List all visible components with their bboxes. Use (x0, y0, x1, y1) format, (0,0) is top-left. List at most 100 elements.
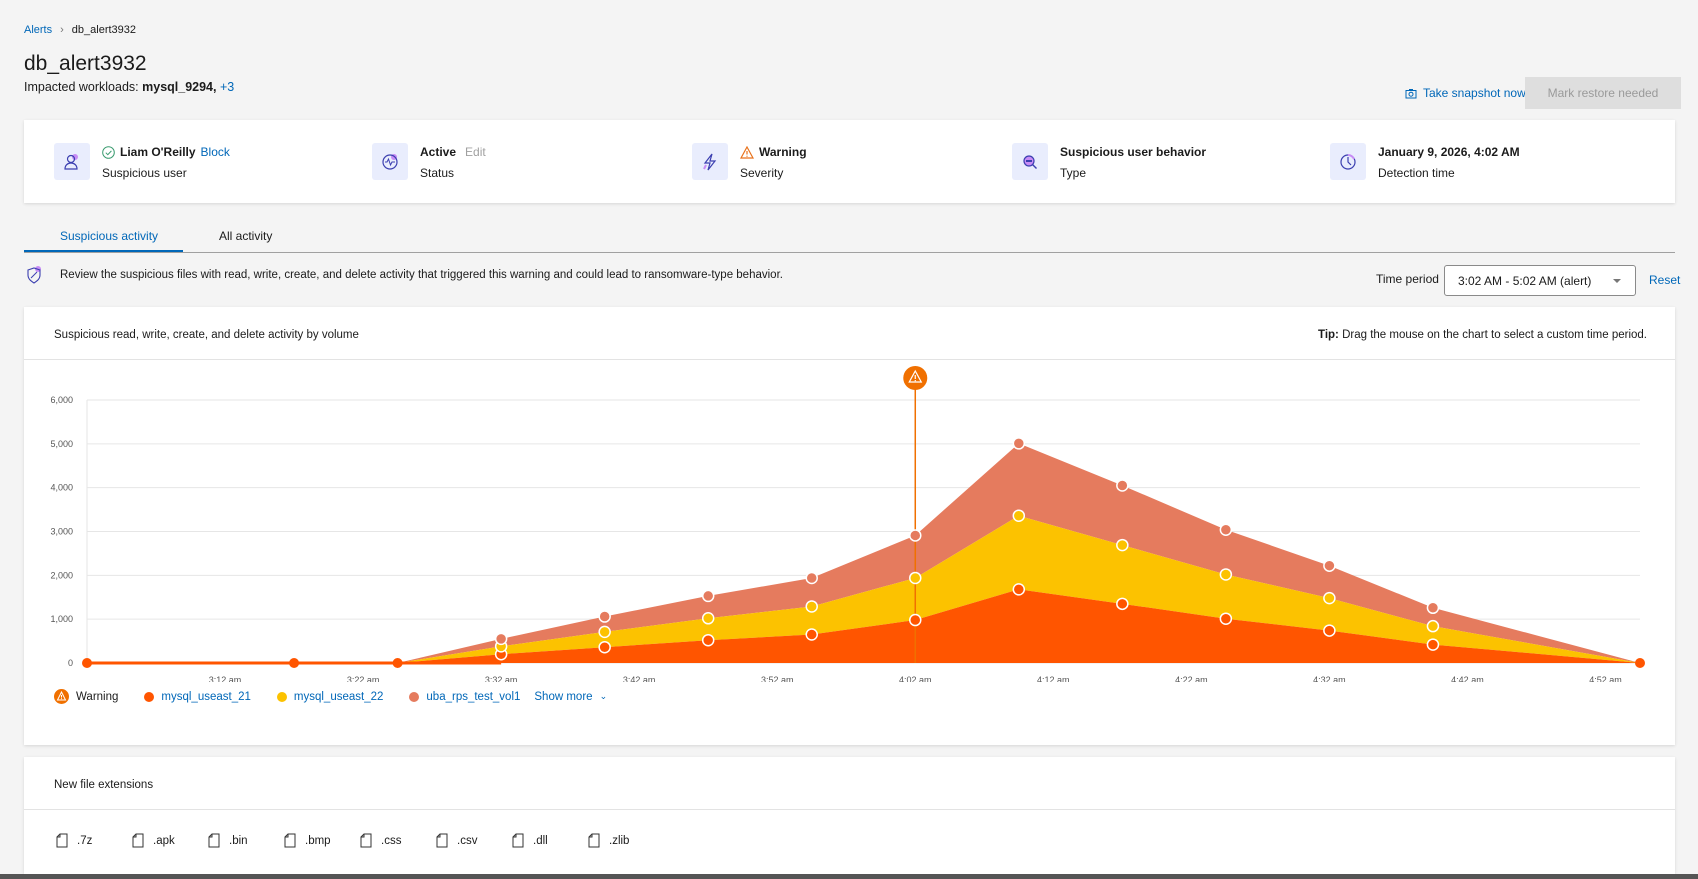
data-point (392, 658, 403, 668)
data-point (1219, 612, 1233, 625)
active-tab-indicator (24, 250, 183, 252)
user-icon (54, 143, 90, 180)
time-period-label: Time period (1376, 272, 1439, 286)
data-point (805, 571, 818, 585)
legend-label: mysql_useast_21 (161, 690, 251, 703)
x-tick-label: 3:12 am (209, 675, 242, 682)
data-point (1116, 479, 1129, 492)
data-point (1219, 568, 1233, 581)
extension-label: .bin (229, 834, 248, 847)
impacted-value: mysql_9294, (142, 80, 217, 94)
data-point (598, 625, 611, 639)
tab-suspicious-activity[interactable]: Suspicious activity (60, 229, 159, 243)
status-value: Active (420, 145, 457, 159)
file-extension-item: .7z (56, 833, 132, 848)
impacted-more-link[interactable]: +3 (219, 80, 235, 94)
activity-area-chart[interactable]: 0 1,000 2,000 3,000 4,000 5,000 6,000 3:12 am 3:… (24, 307, 1675, 682)
time-period-value: 3:02 AM - 5:02 AM (alert) (1458, 274, 1592, 288)
impacted-label: Impacted workloads: (24, 80, 139, 94)
legend-label: uba_rps_test_vol1 (426, 690, 521, 703)
legend-dot (409, 691, 420, 702)
data-point (598, 640, 611, 654)
show-more-button[interactable]: Show more ⌄ (534, 691, 607, 703)
y-tick-label: 1,000 (50, 614, 73, 624)
x-tick-label: 4:52 am (1589, 675, 1622, 682)
camera-icon (1405, 88, 1417, 98)
x-tick-label: 4:32 am (1313, 675, 1346, 682)
summary-label: Severity (740, 166, 784, 180)
file-icon (132, 833, 144, 848)
data-point (1426, 601, 1440, 615)
activity-icon (372, 143, 408, 180)
summary-label: Status (420, 166, 455, 180)
area-mysql_useast_22 (87, 515, 1640, 663)
take-snapshot-button[interactable]: Take snapshot now (1405, 86, 1526, 100)
tab-all-activity[interactable]: All activity (219, 229, 273, 243)
y-tick-label: 6,000 (50, 395, 73, 405)
mark-restore-needed-button[interactable]: Mark restore needed (1525, 77, 1681, 109)
tip-text: Drag the mouse on the chart to select a … (1338, 329, 1647, 341)
summary-severity: Warning Severity (692, 143, 807, 180)
chart-tip: Tip: Drag the mouse on the chart to sele… (1318, 329, 1647, 341)
clock-icon (1330, 143, 1366, 180)
extension-label: .7z (77, 834, 93, 847)
chart-title: Suspicious read, write, create, and dele… (54, 329, 359, 341)
data-point (1116, 597, 1129, 611)
check-circle-icon (102, 145, 115, 159)
x-tick-label: 3:22 am (347, 675, 380, 682)
area-mysql_useast_21 (87, 589, 1640, 663)
show-more-label: Show more (534, 690, 593, 703)
legend-series-3[interactable]: uba_rps_test_vol1 (409, 691, 520, 703)
data-point (701, 612, 715, 625)
x-tick-label: 4:22 am (1175, 675, 1208, 682)
file-extension-item: .zlib (588, 833, 664, 848)
edit-status-link[interactable]: Edit (465, 145, 486, 159)
type-value: Suspicious user behavior (1060, 145, 1207, 159)
legend-label: mysql_useast_22 (293, 690, 384, 703)
summary-user: Liam O'Reilly Block Suspicious user (54, 143, 230, 180)
search-user-icon (1012, 143, 1048, 180)
x-tick-label: 3:32 am (485, 675, 518, 682)
data-point (289, 658, 300, 668)
extension-label: .apk (153, 834, 175, 847)
tip-label: Tip: (1318, 329, 1339, 341)
data-point (909, 613, 922, 627)
alert-summary-card: Liam O'Reilly Block Suspicious user Activ… (24, 120, 1675, 203)
breadcrumb-alerts-link[interactable]: Alerts (24, 24, 53, 36)
file-icon (512, 833, 524, 848)
chart-legend: Warning mysql_useast_21 mysql_useast_22 … (54, 689, 633, 704)
file-extension-item: .css (360, 833, 436, 848)
info-text: Review the suspicious files with read, w… (60, 269, 783, 281)
data-point (1116, 538, 1129, 552)
warning-icon (740, 145, 754, 159)
summary-label: Detection time (1378, 166, 1455, 180)
y-tick-label: 3,000 (50, 527, 73, 537)
file-extension-item: .bin (208, 833, 284, 848)
legend-series-2[interactable]: mysql_useast_22 (276, 690, 384, 703)
shield-icon (27, 266, 41, 284)
data-point (494, 632, 508, 646)
extensions-header: New file extensions (24, 757, 1675, 810)
warning-marker-icon (54, 689, 69, 704)
user-name: Liam O'Reilly (120, 145, 196, 159)
file-icon (436, 833, 448, 848)
block-user-link[interactable]: Block (200, 145, 230, 159)
data-point (1426, 619, 1440, 633)
file-extension-item: .dll (512, 833, 588, 848)
legend-series-1[interactable]: mysql_useast_21 (144, 691, 251, 703)
chart-header: Suspicious read, write, create, and dele… (24, 307, 1675, 360)
data-point (1323, 591, 1336, 605)
time-period-dropdown[interactable]: 3:02 AM - 5:02 AM (alert) (1444, 265, 1636, 296)
reset-link[interactable]: Reset (1649, 273, 1681, 287)
legend-warning[interactable]: Warning (54, 689, 118, 704)
extension-label: .dll (533, 834, 548, 847)
file-icon (208, 833, 220, 848)
lightning-icon (692, 143, 728, 180)
data-point (701, 589, 715, 603)
activity-tabs: Suspicious activity All activity (24, 225, 1675, 253)
data-point (1012, 437, 1026, 450)
activity-chart-card: Suspicious read, write, create, and dele… (24, 307, 1675, 745)
file-icon (588, 833, 600, 848)
x-tick-label: 4:12 am (1037, 675, 1070, 682)
breadcrumb-current: db_alert3932 (71, 24, 137, 36)
